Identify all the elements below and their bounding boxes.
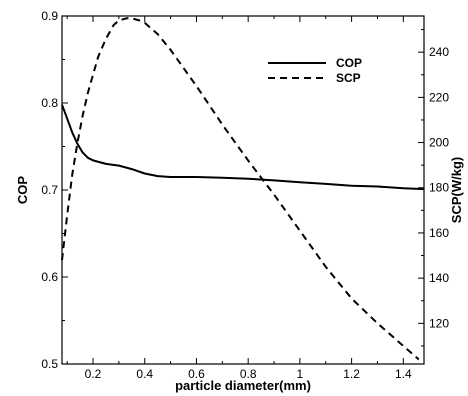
y-left-tick-label: 0.5 xyxy=(41,357,58,371)
series-line-scp xyxy=(61,17,420,361)
y-right-tick-label: 160 xyxy=(429,226,449,240)
y-axis-right-title: SCP(W/kg) xyxy=(449,157,464,223)
x-tick-label: 0.2 xyxy=(85,367,102,381)
series-line-cop xyxy=(61,104,425,191)
legend-label-scp: SCP xyxy=(336,71,361,85)
y-axis-left-title: COP xyxy=(15,176,30,205)
x-tick-label: 1.2 xyxy=(343,367,360,381)
y-right-tick-label: 180 xyxy=(429,181,449,195)
x-tick-label: 1.4 xyxy=(395,367,412,381)
legend-label-cop: COP xyxy=(336,56,362,70)
y-right-tick-label: 140 xyxy=(429,271,449,285)
y-left-tick-label: 0.8 xyxy=(41,96,58,110)
y-left-tick-label: 0.6 xyxy=(41,270,58,284)
x-axis-title: particle diameter(mm) xyxy=(175,378,311,393)
plot-frame xyxy=(61,15,425,365)
series-group xyxy=(61,17,425,361)
y-left-tick-label: 0.9 xyxy=(41,9,58,23)
x-tick-label: 0.4 xyxy=(136,367,153,381)
y-left-tick-label: 0.7 xyxy=(41,183,58,197)
x-tick-label: 0.6 xyxy=(188,367,205,381)
y-right-tick-label: 200 xyxy=(429,136,449,150)
y-right-tick-label: 120 xyxy=(429,316,449,330)
y-right-tick-label: 220 xyxy=(429,90,449,104)
x-tick-label: 1 xyxy=(297,367,304,381)
axis-ticks: 0.2 0.4 0.6 0.8 1 1.2 1.4 0.5 0.6 0.7 0.8 0.9 120 140… xyxy=(41,9,449,381)
y-right-tick-label: 240 xyxy=(429,45,449,59)
x-tick-label: 0.8 xyxy=(240,367,257,381)
